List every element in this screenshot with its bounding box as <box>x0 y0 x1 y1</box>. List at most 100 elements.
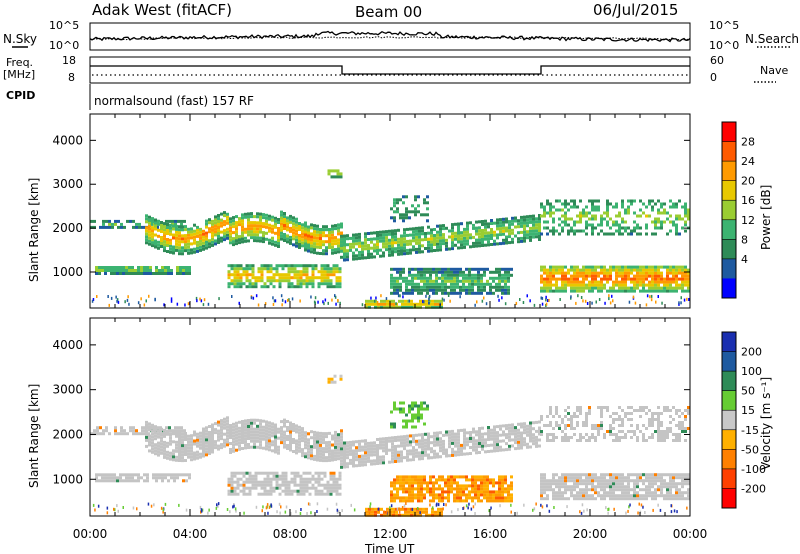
range-gate-cell <box>310 247 313 251</box>
range-gate-cell <box>552 436 555 439</box>
range-gate-cell <box>447 294 450 297</box>
range-gate-cell <box>256 439 259 443</box>
range-gate-cell <box>349 242 352 246</box>
range-gate-cell <box>184 450 187 453</box>
range-gate-cell <box>606 232 609 236</box>
range-gate-cell <box>454 444 457 448</box>
range-gate-cell <box>298 228 301 231</box>
range-gate-cell <box>498 478 501 482</box>
range-gate-cell <box>245 276 249 280</box>
range-gate-cell <box>412 434 415 438</box>
range-gate-cell <box>672 289 675 293</box>
range-gate-cell <box>247 434 250 437</box>
range-gate-cell <box>402 475 405 479</box>
range-gate-cell <box>496 236 499 240</box>
range-gate-cell <box>370 462 373 466</box>
range-gate-cell <box>609 268 612 272</box>
range-gate-cell <box>453 276 456 280</box>
range-gate-cell <box>146 272 149 275</box>
range-gate-cell <box>352 464 355 468</box>
range-gate-cell <box>561 479 564 483</box>
range-gate-cell <box>271 215 274 219</box>
range-gate-cell <box>196 231 199 235</box>
range-gate-cell <box>543 208 546 212</box>
range-gate-cell <box>295 217 298 221</box>
range-gate-cell <box>405 207 408 211</box>
range-gate-cell <box>486 267 489 271</box>
range-gate-cell <box>493 443 496 447</box>
range-gate-cell <box>293 480 297 484</box>
range-gate-cell <box>145 232 148 236</box>
range-gate-cell <box>247 437 250 440</box>
range-gate-cell <box>320 279 324 283</box>
range-gate-cell <box>256 233 259 237</box>
cpid-panel: CPID normalsound (fast) 157 RF <box>6 84 254 110</box>
range-gate-cell <box>549 205 552 209</box>
range-gate-cell <box>292 225 295 229</box>
range-gate-cell <box>178 234 181 238</box>
range-gate-cell <box>410 513 413 517</box>
range-gate-cell <box>555 482 558 486</box>
range-gate-cell <box>429 273 432 277</box>
range-gate-cell <box>304 242 307 246</box>
range-gate-cell <box>543 283 546 287</box>
range-gate-cell <box>143 303 146 307</box>
range-gate-cell <box>411 288 414 292</box>
range-gate-cell <box>579 406 582 409</box>
range-gate-cell <box>355 455 358 459</box>
range-gate-cell <box>223 438 226 442</box>
range-gate-cell <box>284 264 288 268</box>
range-gate-cell <box>450 279 453 283</box>
range-gate-cell <box>600 220 603 224</box>
range-gate-cell <box>220 221 223 225</box>
range-gate-cell <box>429 499 432 503</box>
range-gate-cell <box>298 243 301 246</box>
range-gate-cell <box>405 496 408 500</box>
range-gate-cell <box>469 245 472 249</box>
range-gate-cell <box>116 476 119 480</box>
range-gate-cell <box>444 288 447 292</box>
range-gate-cell <box>597 199 600 203</box>
range-gate-cell <box>507 493 510 497</box>
range-gate-cell <box>178 240 181 244</box>
range-gate-cell <box>453 273 456 277</box>
range-gate-cell <box>334 439 337 443</box>
range-gate-cell <box>343 246 346 250</box>
range-gate-cell <box>328 443 331 447</box>
range-gate-cell <box>526 294 528 298</box>
range-gate-cell <box>433 440 436 444</box>
range-gate-cell <box>582 208 585 212</box>
range-gate-cell <box>280 219 283 223</box>
range-gate-cell <box>190 227 193 231</box>
range-gate-cell <box>173 476 176 480</box>
range-gate-cell <box>263 486 267 490</box>
range-gate-cell <box>122 266 125 269</box>
range-gate-cell <box>540 268 543 272</box>
range-gate-cell <box>220 446 223 450</box>
range-gate-cell <box>148 434 151 438</box>
range-gate-cell <box>492 478 495 482</box>
range-gate-cell <box>543 226 546 230</box>
range-gate-cell <box>411 419 414 423</box>
range-gate-cell <box>396 267 399 271</box>
range-gate-cell <box>253 436 256 440</box>
range-gate-cell <box>154 239 157 243</box>
range-gate-cell <box>435 481 438 485</box>
range-gate-cell <box>648 280 651 284</box>
range-gate-cell <box>329 483 333 487</box>
range-gate-cell <box>187 242 190 246</box>
range-gate-cell <box>241 240 244 244</box>
range-gate-cell <box>175 239 178 243</box>
range-gate-cell <box>403 435 406 439</box>
range-gate-cell <box>329 273 333 277</box>
range-gate-cell <box>242 471 246 475</box>
range-gate-cell <box>582 424 585 427</box>
range-gate-cell <box>102 432 105 436</box>
range-gate-cell <box>160 442 163 446</box>
range-gate-cell <box>441 285 444 289</box>
range-gate-cell <box>377 510 380 514</box>
range-gate-cell <box>340 459 343 463</box>
range-gate-cell <box>609 491 612 495</box>
range-gate-cell <box>393 422 396 426</box>
range-gate-cell <box>145 438 148 442</box>
